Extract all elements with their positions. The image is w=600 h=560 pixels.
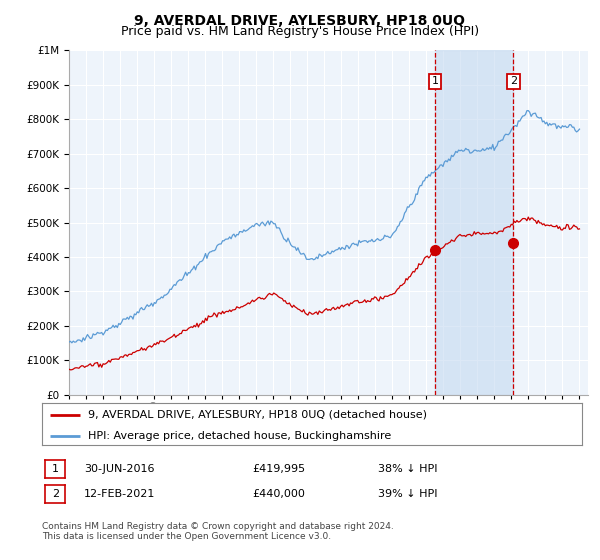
Text: 1: 1 bbox=[52, 464, 59, 474]
Text: 38% ↓ HPI: 38% ↓ HPI bbox=[378, 464, 437, 474]
Text: 2: 2 bbox=[52, 489, 59, 499]
Text: 2: 2 bbox=[510, 76, 517, 86]
Text: £440,000: £440,000 bbox=[252, 489, 305, 499]
Text: £419,995: £419,995 bbox=[252, 464, 305, 474]
Text: 30-JUN-2016: 30-JUN-2016 bbox=[84, 464, 155, 474]
Text: 12-FEB-2021: 12-FEB-2021 bbox=[84, 489, 155, 499]
Text: Price paid vs. HM Land Registry's House Price Index (HPI): Price paid vs. HM Land Registry's House … bbox=[121, 25, 479, 38]
Text: HPI: Average price, detached house, Buckinghamshire: HPI: Average price, detached house, Buck… bbox=[88, 431, 391, 441]
Text: 1: 1 bbox=[431, 76, 439, 86]
Text: 9, AVERDAL DRIVE, AYLESBURY, HP18 0UQ: 9, AVERDAL DRIVE, AYLESBURY, HP18 0UQ bbox=[134, 14, 466, 28]
Text: Contains HM Land Registry data © Crown copyright and database right 2024.
This d: Contains HM Land Registry data © Crown c… bbox=[42, 522, 394, 542]
Text: 39% ↓ HPI: 39% ↓ HPI bbox=[378, 489, 437, 499]
Bar bbox=[435, 50, 514, 395]
Text: 9, AVERDAL DRIVE, AYLESBURY, HP18 0UQ (detached house): 9, AVERDAL DRIVE, AYLESBURY, HP18 0UQ (d… bbox=[88, 409, 427, 419]
